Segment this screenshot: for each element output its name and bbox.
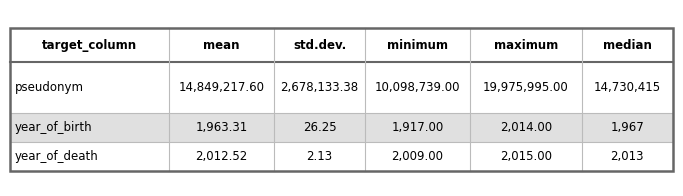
Bar — [10, 28, 673, 62]
Text: 14,730,415: 14,730,415 — [594, 81, 661, 94]
Bar — [10, 28, 673, 171]
Text: minimum: minimum — [387, 39, 448, 52]
Text: year_of_birth: year_of_birth — [15, 121, 93, 134]
Text: 1,963.31: 1,963.31 — [195, 121, 247, 134]
Bar — [10, 142, 673, 171]
Text: 2,678,133.38: 2,678,133.38 — [281, 81, 359, 94]
Text: maximum: maximum — [494, 39, 558, 52]
Text: pseudonym: pseudonym — [15, 81, 84, 94]
Text: 2,015.00: 2,015.00 — [500, 150, 552, 163]
Bar — [10, 62, 673, 113]
Text: year_of_death: year_of_death — [15, 150, 99, 163]
Text: 14,849,217.60: 14,849,217.60 — [178, 81, 264, 94]
Text: 26.25: 26.25 — [303, 121, 336, 134]
Text: 10,098,739.00: 10,098,739.00 — [375, 81, 460, 94]
Text: target_column: target_column — [42, 39, 137, 52]
Text: 19,975,995.00: 19,975,995.00 — [483, 81, 569, 94]
Text: 1,967: 1,967 — [611, 121, 644, 134]
Text: 1,917.00: 1,917.00 — [391, 121, 444, 134]
Bar — [10, 113, 673, 142]
Text: 2,013: 2,013 — [611, 150, 644, 163]
Text: 2.13: 2.13 — [307, 150, 333, 163]
Text: mean: mean — [203, 39, 240, 52]
Text: std.dev.: std.dev. — [293, 39, 346, 52]
Text: median: median — [603, 39, 652, 52]
Text: 2,014.00: 2,014.00 — [500, 121, 552, 134]
Text: 2,009.00: 2,009.00 — [391, 150, 444, 163]
Text: 2,012.52: 2,012.52 — [195, 150, 247, 163]
